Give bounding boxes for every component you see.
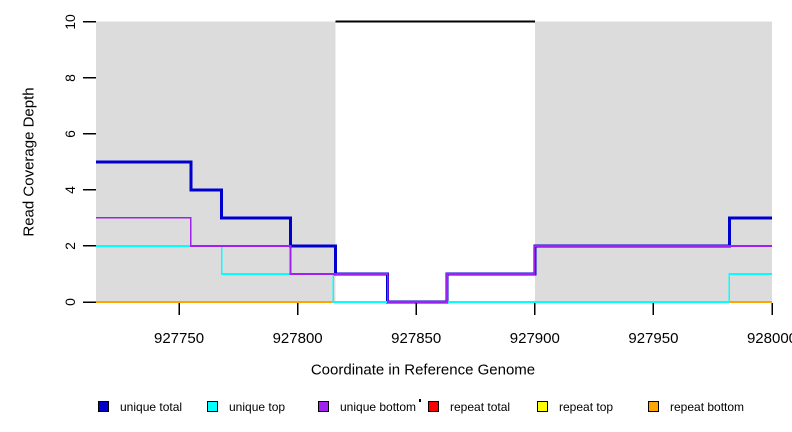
shaded-region: [534, 21, 772, 303]
x-tick-label: 927950: [628, 330, 679, 347]
y-tick-label: 10: [62, 13, 78, 30]
y-tick-label: 4: [62, 185, 78, 194]
series-unique-bottom: [96, 217, 772, 303]
stray-mark: [419, 399, 421, 402]
y-tick-label: 2: [62, 241, 78, 250]
y-tick-label: 8: [62, 73, 78, 82]
x-tick-label: 927750: [153, 330, 205, 347]
x-tick-label: 927800: [272, 330, 323, 347]
y-tick-label: 6: [62, 129, 78, 138]
y-tick-label: 0: [62, 298, 78, 306]
series-unique-top: [96, 244, 772, 303]
y-axis-title: Read Coverage Depth: [20, 87, 38, 237]
x-tick-label: 927900: [509, 330, 560, 347]
x-tick-label: 927850: [391, 330, 442, 347]
x-axis-title: Coordinate in Reference Genome: [310, 361, 536, 379]
